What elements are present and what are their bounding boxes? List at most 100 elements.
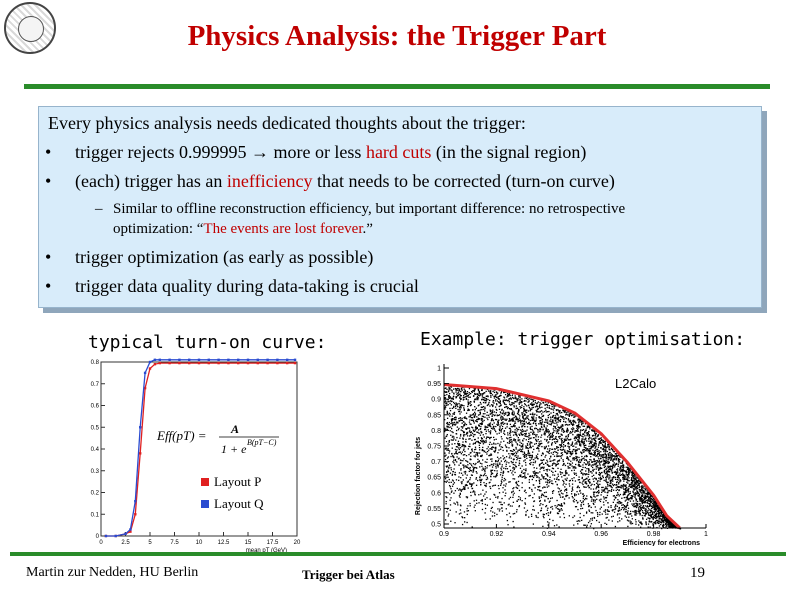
scatter-point: [520, 471, 523, 474]
scatter-point: [541, 475, 543, 477]
scatter-point: [620, 487, 622, 489]
scatter-point: [559, 455, 561, 457]
scatter-point: [574, 480, 577, 482]
scatter-point: [536, 414, 538, 416]
scatter-point: [605, 488, 607, 490]
scatter-point: [540, 410, 543, 412]
scatter-point: [656, 519, 658, 522]
scatter-point: [585, 512, 588, 514]
scatter-point: [647, 526, 649, 528]
scatter-point: [528, 475, 531, 478]
scatter-point: [651, 498, 654, 501]
scatter-point: [448, 387, 450, 390]
scatter-point: [546, 474, 548, 477]
scatter-point: [460, 433, 462, 436]
trigger-optimisation-chart: 10.950.90.850.80.750.70.650.60.550.50.9 0…: [415, 364, 708, 546]
scatter-point: [446, 465, 448, 467]
scatter-point: [469, 416, 472, 418]
scatter-point: [643, 485, 645, 487]
scatter-point: [446, 410, 448, 413]
scatter-point: [459, 488, 461, 490]
scatter-point: [513, 478, 516, 480]
scatter-point: [478, 409, 480, 412]
scatter-point: [475, 462, 477, 465]
scatter-point: [467, 394, 469, 397]
scatter-point: [518, 402, 520, 404]
scatter-point: [606, 509, 609, 511]
scatter-point: [556, 439, 559, 441]
scatter-point: [606, 467, 608, 469]
scatter-point: [600, 442, 602, 444]
scatter-point: [453, 406, 455, 409]
scatter-point: [562, 417, 564, 419]
scatter-point: [592, 444, 594, 446]
scatter-point: [616, 471, 618, 473]
scatter-point: [555, 441, 557, 443]
scatter-point: [537, 512, 539, 514]
scatter-point: [563, 503, 566, 505]
scatter-point: [510, 457, 512, 459]
sub-line-2-highlight: The events are lost forever: [203, 221, 363, 237]
scatter-point: [514, 422, 516, 424]
scatter-point: [489, 431, 492, 434]
scatter-point: [513, 468, 515, 471]
scatter-point: [531, 478, 533, 481]
scatter-point: [628, 516, 630, 518]
scatter-point: [547, 451, 549, 453]
scatter-point: [556, 463, 559, 465]
scatter-point: [446, 417, 449, 419]
scatter-point: [619, 456, 621, 458]
scatter-point: [486, 504, 489, 506]
scatter-point: [520, 432, 522, 435]
scatter-point: [451, 391, 453, 393]
scatter-point: [618, 474, 620, 476]
scatter-point: [500, 392, 502, 394]
scatter-point: [644, 515, 646, 517]
scatter-point: [597, 446, 600, 448]
scatter-point: [610, 458, 612, 460]
scatter-point: [489, 518, 491, 520]
scatter-point: [444, 480, 446, 483]
scatter-point: [489, 391, 491, 394]
scatter-point: [464, 390, 466, 392]
x-tick-label: 7.5: [170, 540, 179, 546]
scatter-point: [453, 418, 455, 420]
scatter-point: [577, 426, 579, 428]
scatter-point: [489, 409, 491, 411]
scatter-point: [565, 430, 568, 433]
scatter-point: [478, 449, 481, 451]
scatter-point: [590, 484, 592, 487]
scatter-point: [573, 421, 575, 423]
scatter-point: [457, 443, 460, 445]
scatter-point: [457, 440, 460, 442]
scatter-point: [562, 420, 565, 423]
scatter-point: [457, 387, 459, 390]
scatter-point: [517, 476, 520, 478]
scatter-point: [507, 432, 509, 434]
scatter-point: [593, 451, 595, 454]
scatter-point: [549, 478, 551, 481]
scatter-point: [519, 420, 521, 422]
scatter-point: [458, 410, 460, 413]
scatter-point: [508, 437, 511, 439]
scatter-point: [649, 492, 651, 494]
scatter-point: [589, 464, 591, 466]
scatter-point: [476, 440, 478, 443]
scatter-point: [653, 516, 656, 519]
scatter-point: [509, 423, 512, 426]
scatter-point: [588, 478, 591, 481]
scatter-point: [501, 425, 504, 428]
scatter-point: [588, 443, 591, 445]
scatter-point: [456, 456, 458, 458]
scatter-point: [552, 420, 554, 422]
scatter-point: [466, 510, 468, 512]
scatter-point: [577, 436, 579, 438]
scatter-point: [639, 509, 642, 512]
scatter-point: [629, 469, 631, 472]
scatter-point: [586, 524, 588, 526]
data-point: [227, 358, 230, 362]
scatter-point: [444, 478, 447, 480]
scatter-point: [661, 517, 663, 520]
scatter-point: [573, 457, 575, 459]
scatter-point: [521, 448, 524, 450]
